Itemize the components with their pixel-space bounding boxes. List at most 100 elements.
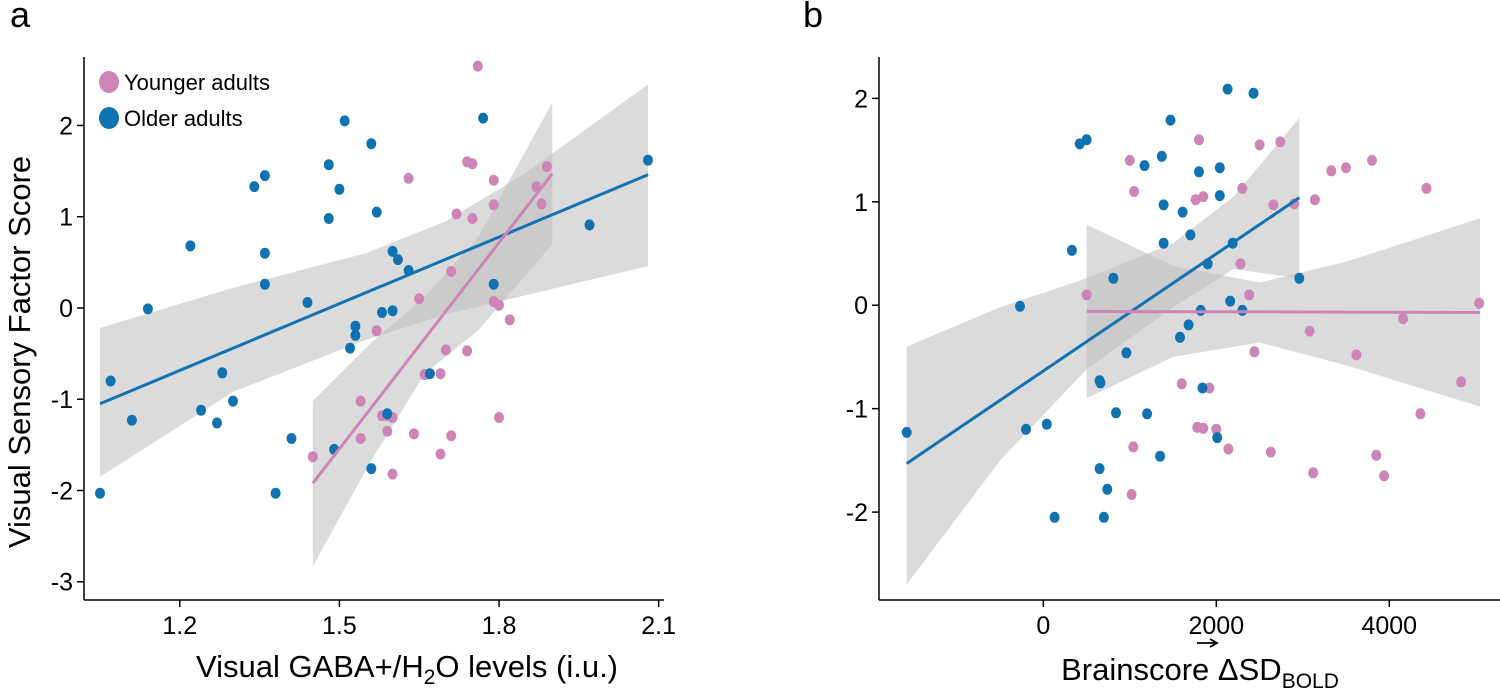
x-tick-label: 1.5 — [322, 612, 357, 640]
data-point-younger — [414, 293, 425, 305]
data-point-older — [371, 206, 382, 218]
panel-a-x-label-sub: 2 — [424, 666, 436, 689]
x-tick-label: 1.8 — [482, 612, 517, 640]
panel-b-ticks: 0 2000 4000 -2 -1 0 1 2 — [846, 85, 1417, 640]
data-point-younger — [435, 448, 446, 460]
data-point-older — [1197, 382, 1208, 394]
panel-a-label: a — [10, 0, 31, 35]
data-point-younger — [355, 433, 366, 444]
data-point-younger — [1198, 422, 1209, 434]
data-point-older — [1165, 114, 1176, 126]
data-point-older — [259, 170, 270, 182]
y-tick-label: -1 — [846, 396, 868, 424]
y-tick-label: -2 — [846, 499, 868, 527]
legend-marker-younger — [99, 71, 119, 93]
data-point-younger — [472, 60, 483, 72]
data-point-younger — [1341, 162, 1351, 174]
data-point-older — [1248, 87, 1259, 99]
data-point-older — [1294, 272, 1305, 284]
data-point-younger — [446, 430, 457, 442]
data-point-older — [1111, 407, 1121, 419]
panel-a-ci-bands — [100, 84, 648, 567]
data-point-younger — [1126, 489, 1137, 500]
data-point-older — [185, 240, 196, 252]
data-point-younger — [446, 266, 457, 277]
panel-b-x-label-delta: ΔSD — [1218, 652, 1282, 687]
data-point-younger — [1308, 467, 1319, 479]
data-point-older — [259, 247, 270, 259]
data-point-older — [1212, 432, 1223, 444]
data-point-older — [196, 404, 207, 416]
data-point-older — [1108, 272, 1119, 284]
data-point-older — [1214, 190, 1225, 202]
data-point-younger — [1398, 313, 1409, 325]
panel-b-label: b — [803, 0, 823, 35]
data-point-older — [1041, 418, 1052, 430]
data-point-older — [1015, 300, 1025, 312]
data-point-younger — [1421, 182, 1432, 194]
data-point-younger — [1223, 443, 1234, 455]
legend-label-younger: Younger adults — [124, 70, 270, 95]
data-point-younger — [494, 412, 504, 423]
legend-label-older: Older adults — [124, 106, 243, 131]
y-tick-label: -1 — [51, 386, 73, 414]
data-point-older — [142, 303, 153, 315]
data-point-older — [217, 367, 228, 379]
data-point-older — [1225, 295, 1236, 307]
data-point-younger — [1198, 191, 1209, 203]
data-point-older — [392, 254, 403, 266]
data-point-younger — [1235, 258, 1246, 270]
data-point-older — [1094, 375, 1105, 387]
y-tick-label: 2 — [59, 112, 73, 140]
data-point-younger — [1474, 297, 1485, 309]
data-point-younger — [1456, 376, 1467, 388]
delta-arrow-head — [1209, 638, 1219, 648]
panel-a-fit-line-older — [99, 173, 649, 406]
data-point-older — [1175, 331, 1185, 343]
data-point-older — [95, 487, 105, 499]
data-point-younger — [355, 395, 366, 407]
panel-b: b 0 2000 4000 -2 -1 0 1 2 Brainscore ΔSDBOLD — [803, 0, 1500, 690]
data-point-younger — [504, 314, 515, 326]
data-point-older — [1185, 229, 1196, 241]
y-tick-label: -2 — [51, 477, 73, 505]
legend-marker-older — [99, 107, 119, 129]
data-point-older — [1194, 166, 1204, 178]
panel-a-points — [95, 60, 653, 499]
data-point-younger — [1326, 165, 1337, 177]
y-tick-label: 2 — [854, 85, 868, 113]
data-point-older — [1142, 408, 1153, 420]
data-point-older — [643, 154, 653, 166]
data-point-older — [334, 183, 345, 195]
data-point-older — [1183, 319, 1194, 331]
y-tick-label: 0 — [59, 295, 73, 323]
panel-a-fit-line-younger — [311, 172, 554, 485]
panel-a-ticks: 1.2 1.5 1.8 2.1 -3 -2 -1 0 1 2 — [51, 112, 676, 640]
y-tick-label: 0 — [854, 292, 868, 320]
data-point-younger — [467, 158, 478, 170]
data-point-younger — [1265, 446, 1276, 458]
x-tick-label: 4000 — [1361, 612, 1417, 640]
panel-b-fit-line-older — [905, 196, 1301, 465]
data-point-older — [366, 463, 377, 475]
data-point-younger — [435, 368, 446, 380]
panel-b-ci-bands — [906, 118, 1481, 585]
data-point-older — [377, 307, 387, 318]
data-point-older — [1081, 134, 1092, 146]
data-point-younger — [1194, 134, 1204, 146]
y-tick-label: 1 — [854, 189, 868, 217]
data-point-older — [1066, 244, 1077, 256]
data-point-older — [1021, 423, 1031, 435]
data-point-older — [323, 213, 334, 224]
data-point-younger — [1204, 382, 1215, 394]
y-tick-label: 1 — [59, 204, 73, 232]
data-point-older — [366, 138, 377, 150]
data-point-younger — [1268, 199, 1279, 211]
data-point-younger — [488, 174, 499, 186]
data-point-older — [350, 329, 361, 341]
data-point-younger — [408, 428, 419, 440]
x-tick-label: 2000 — [1188, 612, 1244, 640]
data-point-younger — [1244, 289, 1255, 301]
x-tick-label: 2.1 — [641, 612, 676, 640]
